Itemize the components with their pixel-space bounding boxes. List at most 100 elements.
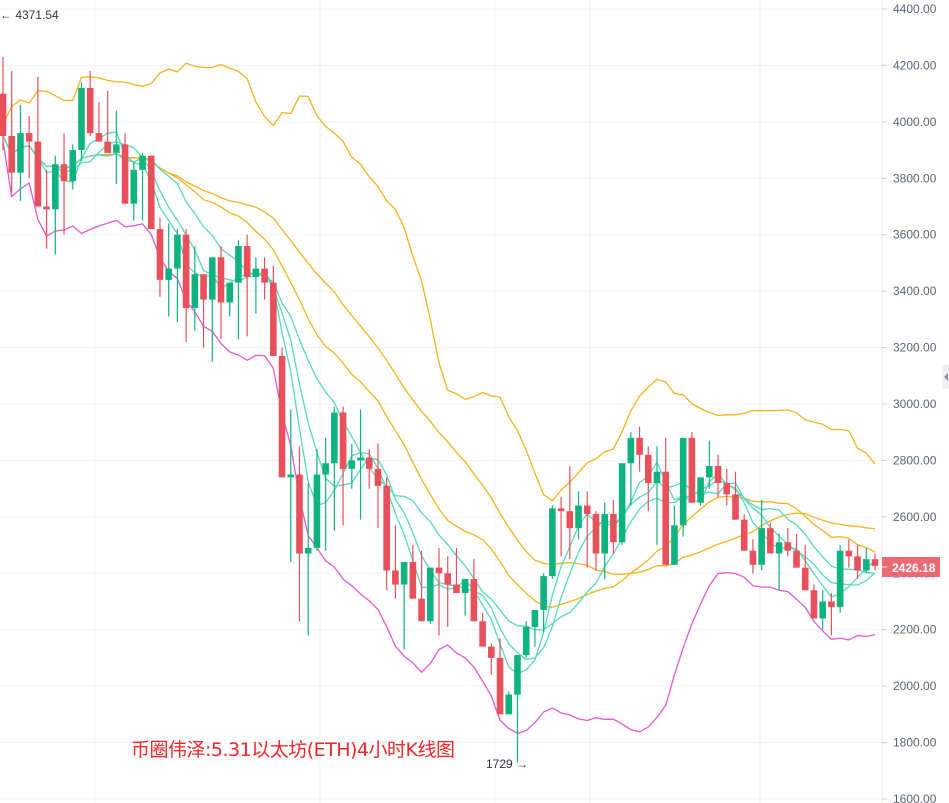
candle <box>52 164 59 210</box>
candle <box>453 584 460 594</box>
candle <box>479 621 486 647</box>
candle <box>25 133 33 142</box>
candle <box>392 570 399 585</box>
price-tick-label: 3000.00 <box>893 397 937 411</box>
candle <box>514 655 521 695</box>
candle <box>819 601 826 619</box>
candle <box>418 598 425 622</box>
collapse-panel-handle[interactable] <box>942 365 949 389</box>
price-tick-label: 3200.00 <box>893 341 937 355</box>
candle <box>505 694 513 715</box>
price-tick-label: 2200.00 <box>893 623 937 637</box>
candle <box>182 234 190 309</box>
candle <box>697 477 704 503</box>
candle <box>60 164 68 182</box>
candle <box>470 578 478 622</box>
candle <box>374 468 382 486</box>
candle <box>601 514 608 554</box>
candle <box>488 646 495 658</box>
price-tick-label: 3800.00 <box>893 171 937 185</box>
candle <box>862 559 870 571</box>
candle <box>706 466 713 478</box>
price-tick-label: 2600.00 <box>893 510 937 524</box>
candle <box>261 268 268 283</box>
candle <box>610 514 617 543</box>
last-price-tag: 2426.18 <box>882 557 940 577</box>
candle <box>296 474 303 554</box>
candle <box>496 657 504 715</box>
candle <box>200 274 207 300</box>
candle <box>644 454 652 483</box>
price-tick-label: 1800.00 <box>893 736 937 750</box>
candle <box>784 542 792 551</box>
candle <box>95 133 103 142</box>
candle <box>566 511 574 529</box>
candle <box>732 494 739 520</box>
candle <box>139 155 146 170</box>
candle <box>69 150 77 182</box>
candle <box>749 550 757 565</box>
candle <box>444 573 452 585</box>
candle <box>8 135 16 173</box>
price-tick-label: 4000.00 <box>893 115 937 129</box>
candle <box>339 412 347 469</box>
candle <box>235 245 242 283</box>
candle <box>688 437 696 503</box>
candle <box>0 93 7 136</box>
candle <box>278 356 286 478</box>
low-marker: 1729 → <box>486 757 528 771</box>
candle <box>592 514 600 554</box>
candle <box>618 463 626 543</box>
candle <box>662 471 670 565</box>
candle <box>331 412 338 464</box>
candle <box>174 234 181 269</box>
candle <box>113 144 120 153</box>
candle <box>409 561 417 599</box>
candle <box>653 471 661 483</box>
candle <box>854 556 861 571</box>
candle <box>793 550 800 568</box>
candle <box>426 567 434 622</box>
candle <box>636 437 643 455</box>
candle <box>383 485 390 571</box>
price-tick-label: 4400.00 <box>893 2 937 16</box>
candle <box>357 457 364 461</box>
candle <box>828 601 835 608</box>
candle <box>671 525 678 565</box>
candle <box>270 282 277 357</box>
candle <box>801 567 809 591</box>
chart-caption: 币圈伟泽:5.31以太坊(ETH)4小时K线图 <box>131 739 455 761</box>
candle <box>147 155 155 230</box>
candle <box>758 528 765 565</box>
boll-lower-line <box>2 141 876 735</box>
chart-grid <box>0 0 882 803</box>
candle <box>775 542 783 554</box>
candle <box>549 508 556 577</box>
price-tick-label: 1600.00 <box>893 792 937 803</box>
candle <box>86 87 94 134</box>
candle <box>17 133 24 173</box>
candle <box>845 550 853 557</box>
candle <box>740 519 748 551</box>
candle <box>78 87 85 151</box>
candle <box>767 528 774 554</box>
candle <box>156 229 164 280</box>
candle <box>575 505 582 529</box>
price-axis[interactable]: 4400.00 4200.00 4000.00 3800.00 3600.00 3400.… <box>882 2 937 803</box>
candle <box>679 437 687 526</box>
candle <box>217 257 225 303</box>
candle <box>121 144 129 204</box>
candle <box>313 474 321 548</box>
price-tick-label: 2000.00 <box>893 679 937 693</box>
candle <box>304 547 312 554</box>
candle <box>43 206 50 210</box>
price-tick-label: 3600.00 <box>893 228 937 242</box>
candle <box>208 257 216 300</box>
candle <box>540 576 547 610</box>
price-tick-label: 4200.00 <box>893 58 937 72</box>
candle <box>130 169 138 204</box>
candle <box>348 460 356 469</box>
candle <box>522 626 530 656</box>
price-tick-label: 2800.00 <box>893 453 937 467</box>
